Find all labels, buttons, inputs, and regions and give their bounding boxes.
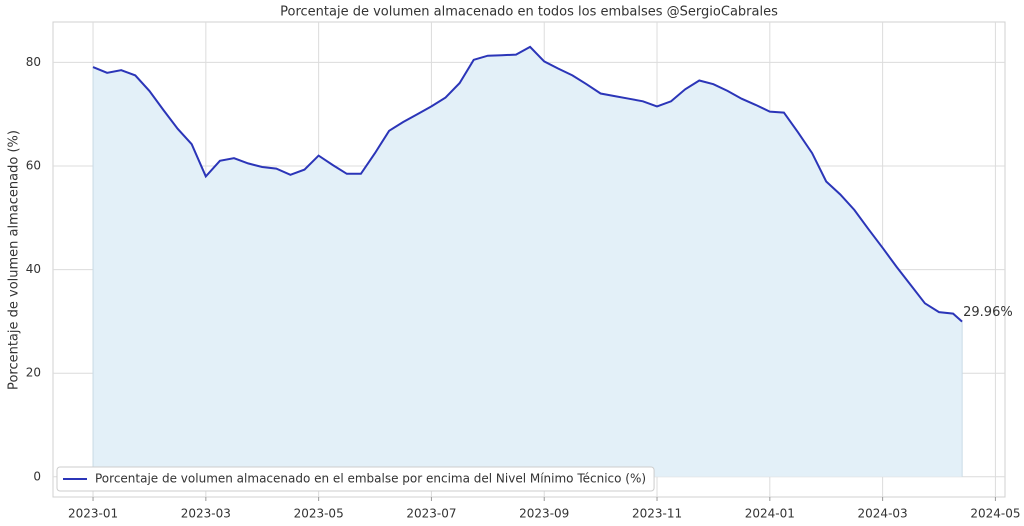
annotation: 29.96%	[963, 305, 1013, 320]
x-tick-label: 2023-03	[181, 507, 231, 521]
x-tick-label: 2023-05	[294, 507, 344, 521]
x-tick-label: 2023-11	[632, 507, 682, 521]
area	[93, 46, 963, 477]
y-tick-label: 60	[26, 159, 41, 173]
x-tick-label: 2024-05	[970, 507, 1020, 521]
legend-label: Porcentaje de volumen almacenado en el e…	[95, 472, 646, 486]
y-tick-label: 0	[33, 469, 41, 483]
y-tick-label: 20	[26, 366, 41, 380]
x-tick-label: 2024-03	[858, 507, 908, 521]
y-tick-label: 80	[26, 55, 41, 69]
chart-title: Porcentaje de volumen almacenado en todo…	[280, 5, 778, 20]
x-tick-label: 2023-01	[68, 507, 118, 521]
line	[92, 45, 963, 323]
y-axis-label: Porcentaje de volumen almacenado (%)	[7, 130, 22, 390]
x-tick-label: 2023-09	[519, 507, 569, 521]
y-tick-label: 40	[26, 262, 41, 276]
x-tick-label: 2024-01	[745, 507, 795, 521]
legend-box	[56, 466, 655, 492]
x-tick-label: 2023-07	[406, 507, 456, 521]
